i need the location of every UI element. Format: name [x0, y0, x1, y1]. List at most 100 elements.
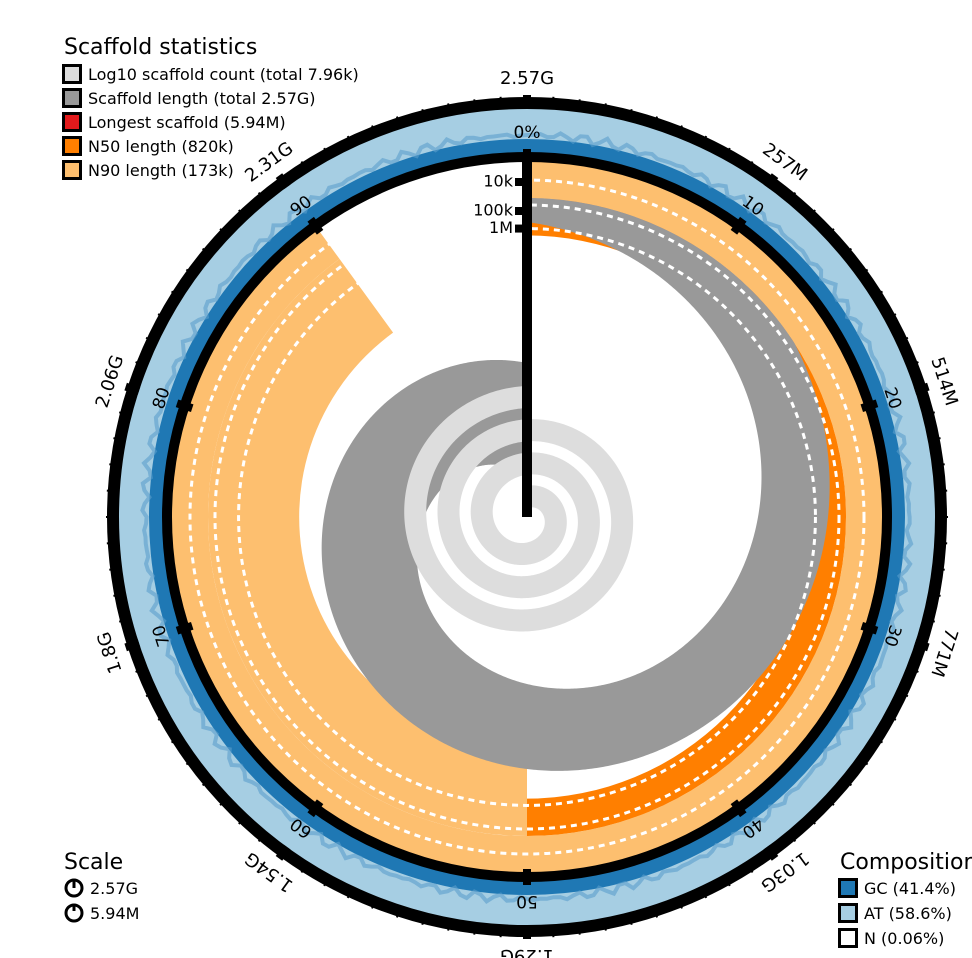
outer-minor-tick-41	[749, 867, 754, 873]
legend-label-scaffold-count: Log10 scaffold count (total 7.96k)	[88, 64, 359, 84]
outer-minor-tick-43	[703, 892, 708, 899]
outer-minor-tick-63	[219, 801, 225, 806]
percent-tick-2	[860, 399, 879, 413]
outer-minor-tick-52	[473, 929, 476, 935]
legend-swatch-n50	[62, 136, 82, 156]
outer-tick-label-0: 2.57G	[500, 68, 554, 89]
outer-minor-tick-86	[201, 247, 208, 253]
outer-minor-tick-65	[185, 760, 192, 766]
outer-minor-tick-94	[371, 125, 375, 131]
outer-minor-tick-87	[219, 228, 225, 233]
legend-label-n: N (0.06%)	[864, 928, 945, 948]
percent-tick-8	[175, 399, 194, 413]
legend-label-scaffold-length: Scaffold length (total 2.57G)	[88, 88, 316, 108]
outer-tick-4	[763, 844, 779, 861]
outer-minor-tick-92	[323, 147, 328, 153]
scale-full-icon	[64, 878, 84, 898]
outer-minor-tick-73	[109, 568, 115, 571]
legend-item-scale-full: 2.57G	[64, 878, 138, 898]
outer-minor-tick-22	[935, 437, 941, 441]
outer-minor-tick-91	[300, 161, 305, 167]
radial-axis	[522, 157, 532, 517]
outer-tick-7	[124, 639, 141, 652]
legend-label-scale-full: 2.57G	[90, 878, 139, 898]
outer-tick-label-5: 1.29G	[500, 945, 554, 958]
outer-minor-tick-5	[654, 116, 659, 122]
legend-label-n90: N90 length (173k)	[88, 160, 234, 180]
percent-tick-label-5: 50	[516, 891, 538, 911]
legend-item-n90: N90 length (173k)	[62, 160, 234, 180]
outer-minor-tick-93	[346, 135, 351, 142]
legend-swatch-at	[838, 903, 858, 923]
percent-tick-label-0: 0%	[514, 123, 541, 143]
outer-tick-8	[124, 382, 141, 395]
outer-minor-tick-11	[791, 191, 797, 198]
outer-minor-tick-27	[939, 568, 945, 571]
outer-minor-tick-16	[877, 290, 883, 295]
radial-tick-2	[515, 224, 523, 233]
outer-minor-tick-29	[929, 619, 936, 623]
outer-minor-tick-67	[157, 716, 163, 721]
percent-tick-4	[730, 799, 747, 818]
legend-item-longest-scaffold: Longest scaffold (5.94M)	[62, 112, 286, 132]
outer-minor-tick-81	[135, 361, 141, 365]
outer-minor-tick-48	[578, 929, 581, 935]
outer-minor-tick-21	[929, 411, 936, 415]
legend-swatch-scaffold-count	[62, 64, 82, 84]
outer-tick-6	[275, 844, 291, 861]
outer-minor-tick-89	[257, 191, 263, 198]
n90-area	[208, 258, 527, 836]
outer-minor-tick-72	[113, 593, 119, 597]
outer-minor-tick-46	[629, 919, 633, 926]
outer-minor-tick-95	[395, 116, 400, 122]
outer-minor-tick-98	[473, 99, 476, 105]
outer-minor-tick-77	[109, 463, 115, 466]
legend-label-gc: GC (41.4%)	[864, 878, 956, 898]
legend-title-scale: Scale	[64, 850, 124, 875]
outer-minor-tick-3	[603, 103, 607, 109]
legend-item-at: AT (58.6%)	[838, 903, 952, 923]
legend-swatch-n90	[62, 160, 82, 180]
outer-minor-tick-39	[791, 836, 797, 843]
outer-minor-tick-82	[145, 336, 152, 341]
outer-minor-tick-2	[578, 99, 581, 105]
outer-minor-tick-13	[829, 228, 835, 233]
legend-label-longest-scaffold: Longest scaffold (5.94M)	[88, 112, 286, 132]
outer-minor-tick-9	[749, 161, 754, 167]
outer-minor-tick-37	[829, 801, 835, 806]
outer-minor-tick-79	[118, 411, 125, 415]
legend-title-composition: Composition	[840, 850, 972, 875]
outer-tick-1	[763, 173, 779, 190]
outer-minor-tick-64	[201, 781, 208, 787]
radial-tick-0	[515, 178, 523, 186]
radial-tick-1	[515, 207, 523, 215]
outer-minor-tick-23	[939, 463, 945, 466]
outer-minor-tick-34	[877, 739, 883, 744]
outer-minor-tick-47	[603, 925, 607, 931]
gridline-dashed-inner	[213, 203, 841, 831]
outer-minor-tick-33	[891, 716, 897, 721]
outer-minor-tick-55	[395, 912, 400, 918]
outer-minor-tick-19	[913, 361, 919, 365]
outer-minor-tick-4	[629, 108, 633, 115]
legend-label-n50: N50 length (820k)	[88, 136, 234, 156]
outer-minor-tick-69	[135, 669, 141, 673]
legend-item-scaffold-count: Log10 scaffold count (total 7.96k)	[62, 64, 359, 84]
percent-tick-6	[307, 799, 324, 818]
outer-minor-tick-85	[185, 268, 192, 274]
outer-minor-tick-96	[421, 108, 425, 115]
legend-title-scaffold: Scaffold statistics	[64, 35, 258, 60]
outer-minor-tick-62	[238, 819, 243, 825]
percent-tick-7	[175, 621, 194, 635]
legend-item-n50: N50 length (820k)	[62, 136, 234, 156]
outer-minor-tick-8	[726, 147, 731, 153]
legend-item-scale-longest: 5.94M	[64, 903, 139, 923]
outer-minor-tick-71	[118, 619, 125, 623]
scale-longest-icon	[64, 903, 84, 923]
outer-minor-tick-28	[935, 593, 941, 597]
legend-label-at: AT (58.6%)	[864, 903, 952, 923]
percent-tick-3	[860, 621, 879, 635]
scaffold-count-spiral	[404, 386, 634, 632]
outer-tick-label-3: 771M	[926, 626, 961, 680]
